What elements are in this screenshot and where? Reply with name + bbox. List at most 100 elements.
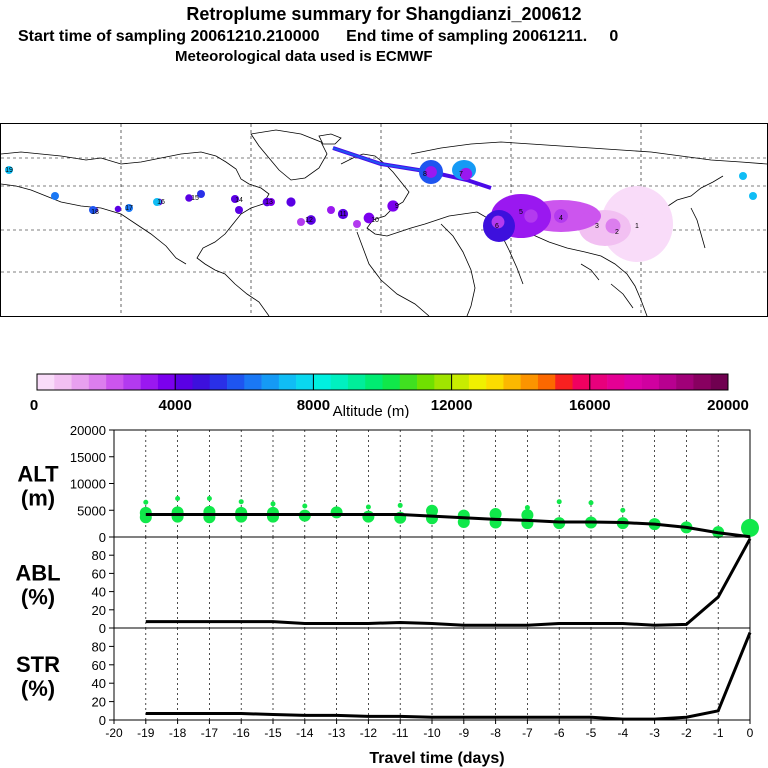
y-axis-label: (m) [21,486,55,511]
y-tick-label: 5000 [77,503,106,518]
colorbar-cell [140,374,159,390]
coastline-north-america [1,151,270,316]
plume-day-marker [387,200,399,212]
plume-scatter-marker [89,206,97,214]
colorbar-cell [209,374,228,390]
map-day-label: 3 [595,223,599,230]
coastline-europe [340,153,478,237]
colorbar-cell [503,374,521,390]
abl-line [145,538,752,627]
x-tick-label: -16 [233,726,251,740]
y-tick-label: 40 [92,676,106,691]
altitude-point [741,518,759,537]
altitude-point [397,502,403,508]
colorbar-cell [330,374,349,390]
colorbar-cell [296,374,314,390]
x-tick-label: -3 [649,726,660,740]
altitude-point [267,506,279,519]
plume-day-marker [185,194,193,202]
y-tick-label: 40 [92,585,106,600]
map-day-label: 19 [5,167,13,174]
coastline-islands [318,133,634,309]
altitude-point [139,506,152,519]
plume-scatter-marker [353,220,361,228]
median-altitude-line [145,513,751,539]
sampling-times: Start time of sampling 20061210.210000 E… [18,28,618,46]
colorbar-cell [537,374,556,390]
end-time-suffix: 0 [609,28,619,45]
x-tick-label: -7 [522,726,533,740]
abl-panel: 0 20 40 60 80 ABL(%) [15,536,752,636]
x-tick-label: -8 [490,726,501,740]
colorbar-tick-label: 0 [30,397,38,414]
str-line [145,632,752,721]
altitude-point [457,509,470,522]
altitude-point [521,509,534,522]
colorbar-cell [278,374,297,390]
colorbar-cell [641,374,660,390]
y-tick-label: 60 [92,658,106,673]
map-day-label: 9 [395,203,399,210]
plume-day-marker [524,209,538,223]
x-tick-label: -18 [169,726,187,740]
colorbar-cell [676,374,694,390]
colorbar-tick-label: 8000 [297,397,330,414]
map-day-label: 13 [265,199,273,206]
map-day-label: 8 [423,171,427,178]
colorbar-cell [520,374,539,390]
map-day-label: 2 [615,229,619,236]
met-data-label: Meteorological data used is ECMWF [175,48,433,65]
x-tick-label: -15 [264,726,282,740]
y-tick-label: 20 [92,603,106,618]
map-day-label: 16 [157,199,165,206]
x-tick-label: -14 [296,726,314,740]
altitude-point [362,510,375,523]
y-tick-label: 0 [99,530,106,545]
plume-day-marker [579,212,595,228]
x-tick-label: -11 [392,726,409,740]
colorbar-cell [624,374,642,390]
x-tick-label: -17 [201,726,219,740]
colorbar-cell [313,374,331,390]
altitude-colorbar: 0 4000 8000 12000 16000 20000 Altitude (m) [30,373,749,418]
colorbar-cell [37,374,55,390]
y-axis-label: ALT [17,462,59,487]
map-day-label: 5 [519,209,523,216]
altitude-point [524,505,530,511]
x-tick-label: -19 [137,726,155,740]
plume-day-marker [554,209,568,223]
map-day-label: 11 [339,211,346,218]
colorbar-cell [434,374,452,390]
altitude-point [302,503,308,509]
plume-day-marker [605,218,621,234]
map-day-label: 4 [559,215,563,222]
plume-scatter-marker [197,190,205,198]
x-tick-label: -10 [423,726,441,740]
chart-title: Retroplume summary for Shangdianzi_20061… [186,4,582,24]
colorbar-tick-label: 12000 [431,397,473,414]
altitude-point [203,505,216,518]
x-tick-label: -1 [713,726,724,740]
colorbar-label: Altitude (m) [333,403,410,418]
x-tick-label: -5 [586,726,597,740]
coastline-greenland [250,129,328,181]
altitude-point [143,499,149,505]
map-day-label: 14 [235,197,243,204]
y-tick-label: 80 [92,548,106,563]
altitude-point [175,495,181,501]
day-labels: 19 18 17 16 15 14 13 12 11 10 9 8 7 6 5 4 3 2 1 [5,167,639,236]
altitude-point [270,501,276,507]
colorbar-cell [106,374,124,390]
altitude-point [171,506,184,519]
y-tick-label: 10000 [70,477,106,492]
altitude-point [235,506,248,519]
plume-day-marker [230,194,240,204]
plume-scatter-marker [739,172,747,180]
colorbar-cell [192,374,211,390]
plume-scatter-marker [327,206,335,214]
altitude-point [365,504,371,510]
colorbar-cell [54,374,72,390]
colorbar-cell [227,374,245,390]
y-tick-label: 0 [99,713,106,728]
